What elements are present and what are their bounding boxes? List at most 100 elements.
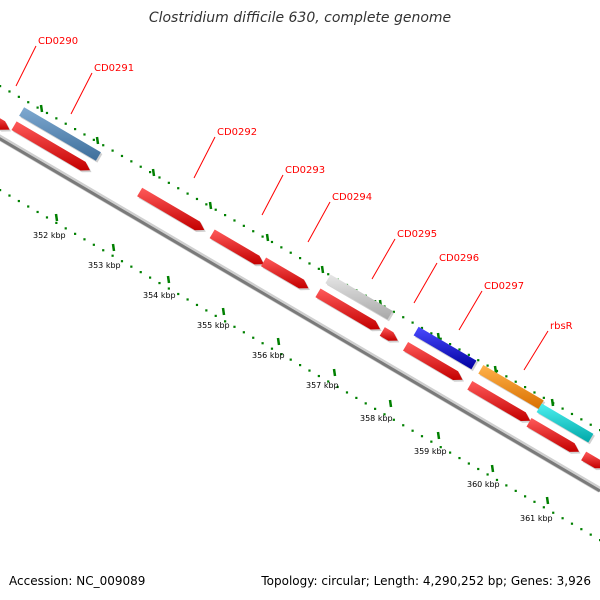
minor-tick (439, 446, 442, 449)
minor-tick (458, 348, 461, 351)
gene-label: CD0294 (332, 192, 372, 203)
minor-tick (449, 451, 452, 454)
minor-tick (83, 238, 86, 241)
minor-tick (364, 402, 367, 405)
minor-tick (74, 232, 77, 235)
gene-feature (19, 107, 101, 161)
gene-label: CD0292 (217, 127, 257, 138)
minor-tick (0, 85, 2, 88)
minor-tick (167, 181, 170, 184)
minor-tick (505, 484, 508, 487)
minor-tick (130, 265, 133, 268)
gene-leader-line (458, 290, 483, 331)
tick-label: 356 kbp (252, 351, 285, 360)
minor-tick (64, 227, 67, 230)
cds-arrow (526, 418, 579, 452)
major-tick (493, 365, 498, 374)
minor-tick (299, 257, 302, 260)
minor-tick (27, 205, 30, 208)
gene-leader-line (193, 136, 216, 179)
minor-tick (139, 165, 142, 168)
major-tick (436, 431, 441, 440)
cds-arrow (379, 327, 398, 341)
minor-tick (17, 95, 20, 98)
minor-tick (195, 197, 199, 201)
tick-label: 359 kbp (414, 447, 447, 456)
gene-label: CD0291 (94, 63, 134, 74)
cds-arrow (581, 451, 600, 469)
feature-track (0, 107, 600, 471)
minor-tick (392, 310, 395, 313)
minor-tick (55, 117, 58, 120)
gene-label: CD0290 (38, 36, 78, 47)
minor-tick (524, 495, 527, 498)
gene-leader-line (371, 238, 396, 280)
minor-tick (186, 192, 189, 195)
gene-label-layer: CD0290 CD0291 CD0292 CD0293 CD0294 CD0295 CD02… (15, 36, 573, 371)
minor-tick (242, 331, 245, 334)
minor-tick (589, 533, 592, 536)
major-tick (332, 368, 337, 377)
minor-tick (374, 407, 377, 410)
cds-arrow (403, 342, 463, 380)
minor-tick (214, 314, 217, 317)
minor-tick (561, 517, 564, 520)
minor-tick (308, 369, 311, 372)
minor-tick (327, 273, 330, 276)
minor-tick (214, 208, 217, 211)
gene-label: CD0297 (484, 281, 524, 292)
tick-label: 352 kbp (33, 231, 66, 240)
minor-tick (514, 380, 517, 383)
minor-tick (458, 456, 461, 460)
minor-tick (233, 219, 236, 222)
minor-tick (252, 336, 255, 339)
minor-tick (177, 187, 180, 190)
tick-label: 360 kbp (467, 480, 500, 489)
minor-tick (261, 235, 264, 238)
cds-arrow (11, 121, 90, 171)
minor-tick (345, 391, 349, 394)
gene-label: rbsR (550, 321, 573, 332)
cds-arrow (209, 229, 264, 265)
tick-label: 358 kbp (360, 414, 393, 423)
major-tick (490, 464, 495, 473)
minor-tick (149, 276, 152, 279)
major-tick (320, 265, 325, 274)
minor-tick (270, 347, 274, 350)
minor-tick (0, 189, 2, 192)
minor-tick (280, 353, 283, 356)
tick-label: 361 kbp (520, 514, 553, 523)
major-tick (545, 496, 550, 505)
minor-tick (167, 287, 170, 290)
minor-tick (383, 413, 386, 416)
outer-tick-row (0, 85, 600, 432)
major-tick (265, 233, 270, 242)
cds-arrow (467, 381, 531, 421)
minor-tick (158, 281, 161, 285)
minor-tick (486, 364, 489, 367)
minor-tick (336, 385, 339, 389)
major-tick (166, 275, 171, 284)
minor-tick (355, 396, 358, 400)
minor-tick (224, 320, 227, 323)
minor-tick (514, 489, 517, 492)
major-tick (276, 337, 281, 346)
minor-tick (36, 210, 39, 214)
major-tick (388, 399, 393, 408)
minor-tick (261, 342, 264, 345)
cds-arrow (315, 288, 381, 330)
minor-tick (92, 243, 95, 246)
minor-tick (533, 500, 536, 503)
minor-tick (36, 106, 39, 109)
minor-tick (467, 353, 470, 356)
minor-tick (17, 199, 20, 203)
minor-tick (505, 375, 508, 378)
minor-tick (64, 122, 67, 125)
minor-tick (252, 230, 255, 233)
gene-leader-line (15, 45, 37, 87)
tick-label: 354 kbp (143, 291, 176, 300)
genome-stats-text: Topology: circular; Length: 4,290,252 bp… (261, 574, 591, 588)
minor-tick (589, 423, 592, 426)
minor-tick (467, 462, 470, 465)
